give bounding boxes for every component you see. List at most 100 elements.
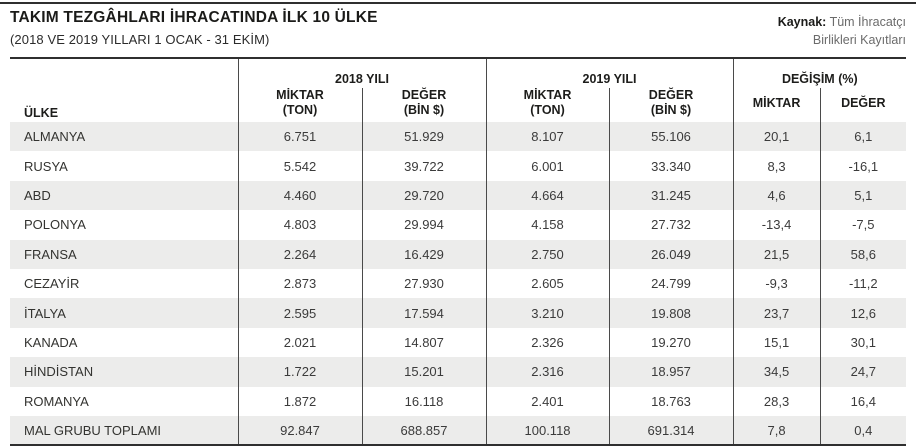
miktar-2018-cell: 2.264 bbox=[238, 239, 363, 269]
miktar-2019-cell: 4.664 bbox=[486, 180, 610, 211]
deger-2018-cell: 51.929 bbox=[362, 122, 487, 152]
source-credit: Kaynak: Tüm İhracatçı Birlikleri Kayıtla… bbox=[778, 13, 906, 49]
degisim-miktar-cell: -9,3 bbox=[733, 268, 821, 299]
degisim-miktar-cell: 8,3 bbox=[733, 151, 821, 181]
miktar-2018-cell: 5.542 bbox=[238, 151, 363, 181]
degisim-miktar-cell: 4,6 bbox=[733, 180, 821, 211]
source-line1: Tüm İhracatçı bbox=[826, 15, 906, 29]
table-row: FRANSA 2.264 16.429 2.750 26.049 21,5 58,6 bbox=[10, 239, 907, 269]
miktar-2019-cell: 100.118 bbox=[486, 415, 610, 446]
degisim-miktar-cell: 7,8 bbox=[733, 415, 821, 446]
page-title: TAKIM TEZGÂHLARI İHRACATINDA İLK 10 ÜLKE bbox=[10, 9, 378, 26]
country-cell: ROMANYA bbox=[10, 386, 239, 416]
deger-2018-cell: 29.994 bbox=[362, 210, 487, 240]
degisim-deger-cell: 5,1 bbox=[854, 187, 873, 203]
miktar-2019-cell: 3.210 bbox=[486, 298, 610, 328]
miktar-2019-cell: 2.750 bbox=[486, 239, 610, 269]
column-header-miktar-2019: MİKTAR (TON) bbox=[486, 88, 610, 122]
deger-2019-cell: 26.049 bbox=[609, 239, 734, 269]
miktar-2018-cell: 4.460 bbox=[238, 180, 363, 211]
country-cell: ABD bbox=[10, 180, 239, 211]
degisim-miktar-cell: 23,7 bbox=[733, 298, 821, 328]
deger-2019-cell: 19.270 bbox=[609, 327, 734, 358]
degisim-miktar-cell: 28,3 bbox=[733, 386, 821, 416]
table-row: İTALYA 2.595 17.594 3.210 19.808 23,7 12,6 bbox=[10, 298, 907, 328]
degisim-deger-cell: -7,5 bbox=[852, 217, 875, 233]
export-data-table: ÜLKE 2018 YILI 2019 YILI DEĞİŞİM (%) MİK… bbox=[10, 57, 907, 447]
miktar-2019-cell: 2.326 bbox=[486, 327, 610, 358]
deger-2018-cell: 27.930 bbox=[362, 268, 487, 299]
group-header-2019: 2019 YILI bbox=[486, 58, 734, 88]
miktar-2018-cell: 2.595 bbox=[238, 298, 363, 328]
table-body: ALMANYA 6.751 51.929 8.107 55.106 20,1 6,1 RUSY… bbox=[10, 122, 907, 446]
source-label: Kaynak: bbox=[777, 15, 827, 29]
deger-2018-cell: 15.201 bbox=[362, 357, 487, 387]
degisim-deger-cell: 16,4 bbox=[850, 393, 876, 409]
degisim-miktar-cell: -13,4 bbox=[733, 210, 821, 240]
column-header-deger-2018: DEĞER (BİN $) bbox=[362, 88, 487, 122]
degisim-miktar-cell: 34,5 bbox=[733, 357, 821, 387]
deger-2018-cell: 16.118 bbox=[362, 386, 487, 416]
column-header-degisim-miktar: MİKTAR bbox=[733, 88, 821, 122]
miktar-2018-cell: 2.873 bbox=[238, 268, 363, 299]
table-row: MAL GRUBU TOPLAMI 92.847 688.857 100.118 691… bbox=[10, 415, 907, 446]
deger-2019-cell: 691.314 bbox=[609, 415, 734, 446]
table-row: ROMANYA 1.872 16.118 2.401 18.763 28,3 16,4 bbox=[10, 386, 906, 416]
deger-2018-cell: 39.722 bbox=[362, 151, 487, 181]
degisim-deger-cell: 30,1 bbox=[850, 334, 876, 350]
country-cell: CEZAYİR bbox=[10, 268, 239, 299]
table-row: RUSYA 5.542 39.722 6.001 33.340 8,3 -16,1 bbox=[10, 151, 906, 181]
deger-2018-cell: 16.429 bbox=[362, 239, 487, 269]
country-cell: MAL GRUBU TOPLAMI bbox=[10, 415, 239, 446]
deger-2019-cell: 18.763 bbox=[609, 386, 734, 416]
miktar-2019-cell: 4.158 bbox=[486, 210, 610, 240]
column-header-country: ÜLKE bbox=[10, 58, 239, 122]
deger-2019-cell: 55.106 bbox=[609, 122, 734, 152]
table-header: ÜLKE 2018 YILI 2019 YILI DEĞİŞİM (%) MİK… bbox=[10, 58, 906, 122]
miktar-2018-cell: 1.722 bbox=[238, 357, 363, 387]
column-header-degisim-deger: DEĞER bbox=[841, 95, 886, 110]
column-header-miktar-2018: MİKTAR (TON) bbox=[238, 88, 363, 122]
deger-2018-cell: 14.807 bbox=[362, 327, 487, 358]
table-row: CEZAYİR 2.873 27.930 2.605 24.799 -9,3 -11,2 bbox=[10, 268, 906, 299]
degisim-deger-cell: 58,6 bbox=[850, 246, 876, 262]
country-cell: KANADA bbox=[10, 327, 239, 358]
degisim-deger-cell: 6,1 bbox=[854, 129, 873, 145]
degisim-deger-cell: 0,4 bbox=[854, 422, 873, 438]
page-subtitle: (2018 VE 2019 YILLARI 1 OCAK - 31 EKİM) bbox=[10, 32, 270, 47]
miktar-2019-cell: 2.401 bbox=[486, 386, 610, 416]
deger-2019-cell: 33.340 bbox=[609, 151, 734, 181]
country-cell: İTALYA bbox=[10, 298, 239, 328]
deger-2019-cell: 18.957 bbox=[609, 357, 734, 387]
group-header-change: DEĞİŞİM (%) bbox=[781, 72, 858, 86]
miktar-2019-cell: 2.316 bbox=[486, 357, 610, 387]
deger-2019-cell: 19.808 bbox=[609, 298, 734, 328]
miktar-2018-cell: 1.872 bbox=[238, 386, 363, 416]
deger-2019-cell: 24.799 bbox=[609, 268, 734, 299]
degisim-deger-cell: 12,6 bbox=[850, 305, 876, 321]
country-cell: HİNDİSTAN bbox=[10, 357, 239, 387]
degisim-miktar-cell: 20,1 bbox=[733, 122, 821, 152]
country-cell: FRANSA bbox=[10, 239, 239, 269]
miktar-2019-cell: 6.001 bbox=[486, 151, 610, 181]
column-header-deger-2019: DEĞER (BİN $) bbox=[609, 88, 734, 122]
deger-2019-cell: 31.245 bbox=[609, 180, 734, 211]
miktar-2018-cell: 4.803 bbox=[238, 210, 363, 240]
miktar-2018-cell: 92.847 bbox=[238, 415, 363, 446]
degisim-deger-cell: -16,1 bbox=[848, 158, 879, 174]
deger-2018-cell: 29.720 bbox=[362, 180, 487, 211]
source-line2: Birlikleri Kayıtları bbox=[812, 33, 906, 48]
miktar-2019-cell: 8.107 bbox=[486, 122, 610, 152]
table-row: ABD 4.460 29.720 4.664 31.245 4,6 5,1 bbox=[10, 180, 907, 211]
deger-2018-cell: 17.594 bbox=[362, 298, 487, 328]
masthead: TAKIM TEZGÂHLARI İHRACATINDA İLK 10 ÜLKE… bbox=[10, 9, 378, 47]
top-rule-divider bbox=[0, 2, 916, 4]
miktar-2019-cell: 2.605 bbox=[486, 268, 610, 299]
degisim-deger-cell: 24,7 bbox=[850, 364, 876, 380]
country-cell: POLONYA bbox=[10, 210, 239, 240]
degisim-deger-cell: -11,2 bbox=[848, 276, 878, 292]
degisim-miktar-cell: 21,5 bbox=[733, 239, 821, 269]
table-row: KANADA 2.021 14.807 2.326 19.270 15,1 30,1 bbox=[10, 327, 906, 358]
country-cell: RUSYA bbox=[10, 151, 239, 181]
degisim-miktar-cell: 15,1 bbox=[733, 327, 821, 358]
